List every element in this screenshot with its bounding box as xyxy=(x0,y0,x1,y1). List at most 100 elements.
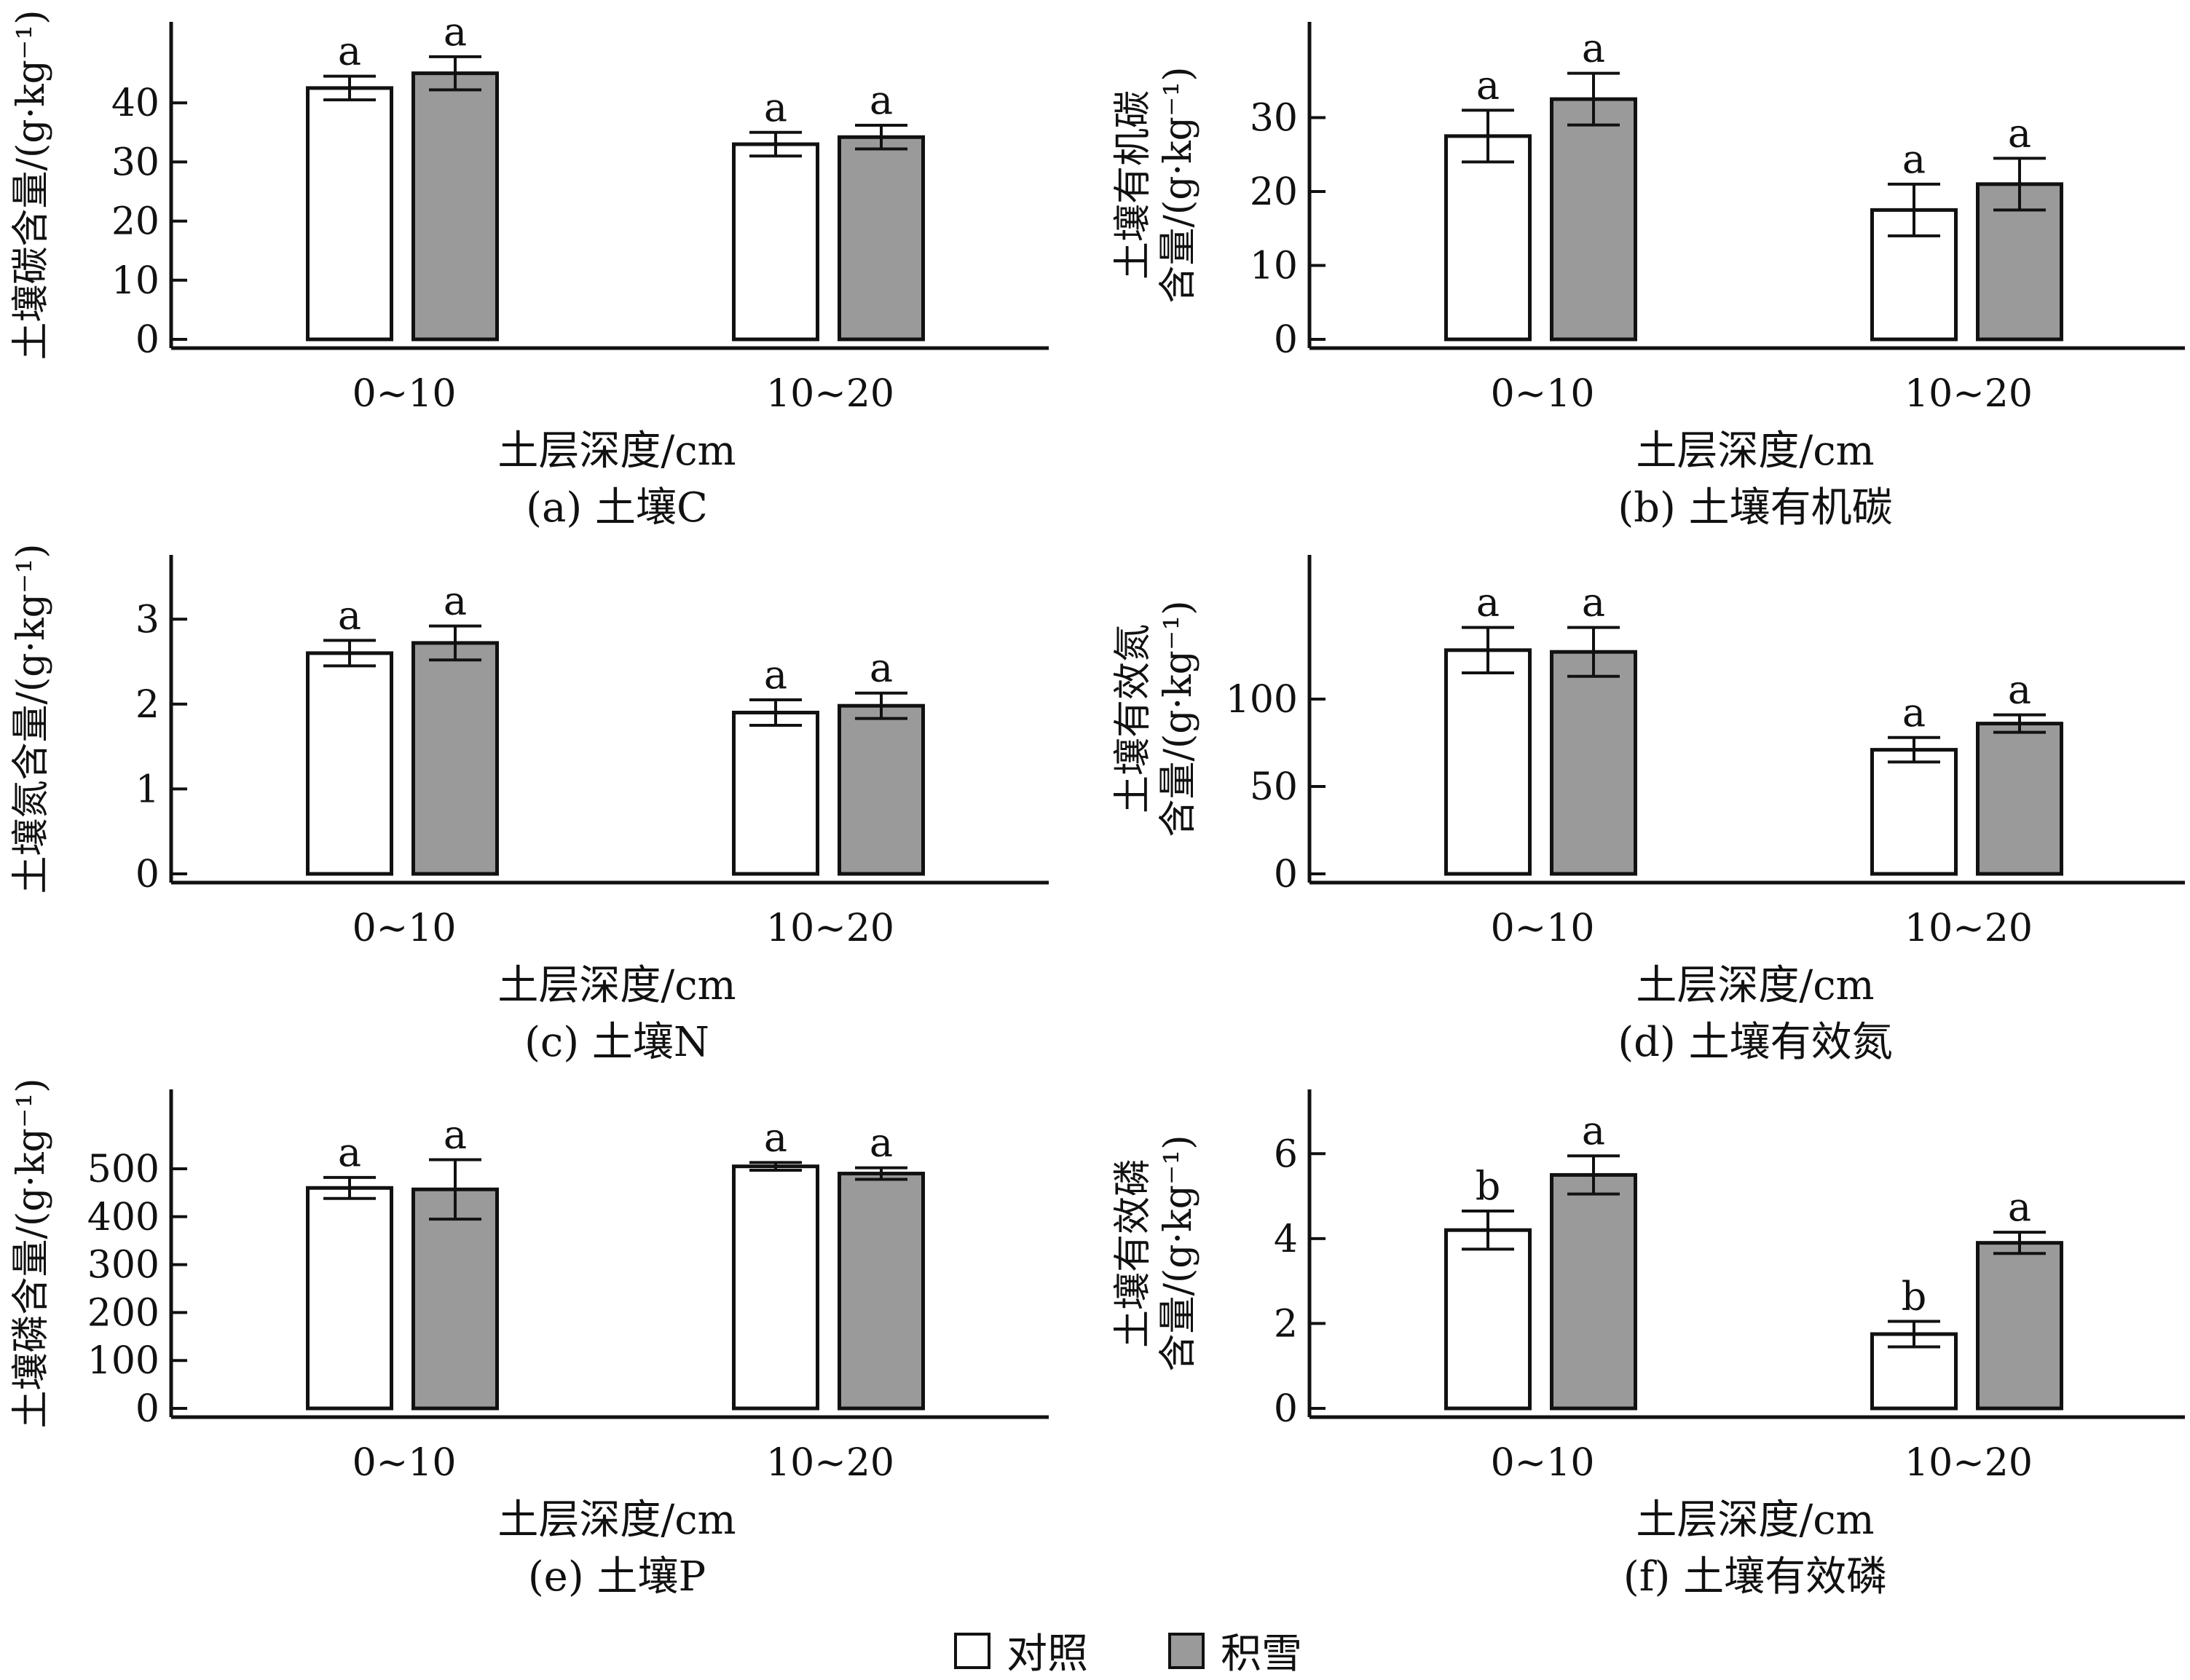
bar xyxy=(1444,1228,1532,1411)
y-axis-title: 土壤氮含量/(g·kg⁻¹) xyxy=(9,543,53,894)
panel-caption: (c) 土壤N xyxy=(524,1019,709,1066)
bar xyxy=(1976,1241,2063,1411)
x-axis-title: 土层深度/cm xyxy=(1636,1496,1874,1544)
significance-letter: a xyxy=(444,578,467,624)
bar xyxy=(306,651,393,876)
y-tick-label: 30 xyxy=(111,141,159,184)
y-tick-label: 4 xyxy=(1274,1218,1298,1261)
bar xyxy=(838,703,925,876)
y-tick-label: 20 xyxy=(111,200,159,244)
panel-caption: (e) 土壤P xyxy=(528,1553,706,1601)
legend-swatch-snow xyxy=(1168,1632,1205,1669)
chart-panel-a: 0 10 20 30 40 土壤碳含量/(g·kg⁻¹) 0~10 10~20 土层深度/cm (… xyxy=(9,9,1049,532)
significance-letter: a xyxy=(1582,580,1605,626)
y-axis-title: 土壤有效磷 xyxy=(1111,1159,1155,1348)
significance-letter: a xyxy=(444,1111,467,1157)
y-tick-label: 10 xyxy=(111,259,159,303)
bar xyxy=(411,1187,499,1411)
y-tick-label: 0 xyxy=(1274,318,1298,362)
significance-letter: a xyxy=(1476,580,1500,626)
bar xyxy=(732,142,819,342)
bar xyxy=(732,1164,819,1411)
y-tick-label: 40 xyxy=(111,82,159,125)
y-tick-label: 500 xyxy=(87,1148,159,1191)
y-tick-label: 1 xyxy=(135,768,159,811)
y-tick-label: 400 xyxy=(87,1196,159,1239)
bar xyxy=(1870,748,1958,876)
x-tick-label: 10~20 xyxy=(1905,1441,2033,1485)
legend-label-control: 对照 xyxy=(1007,1630,1088,1678)
y-tick-label: 30 xyxy=(1250,97,1298,141)
legend: 对照 积雪 xyxy=(954,1621,1382,1680)
bar xyxy=(306,86,393,342)
bar xyxy=(411,71,499,342)
y-tick-label: 50 xyxy=(1250,765,1298,809)
legend-label-snow: 积雪 xyxy=(1221,1630,1302,1678)
y-axis-title: 土壤有效氮 xyxy=(1111,624,1155,813)
panel-caption: (f) 土壤有效磷 xyxy=(1623,1553,1887,1601)
x-tick-label: 0~10 xyxy=(352,907,457,950)
y-tick-label: 10 xyxy=(1250,245,1298,288)
significance-letter: b xyxy=(1476,1163,1501,1209)
y-tick-label: 100 xyxy=(1226,678,1298,722)
x-axis-title: 土层深度/cm xyxy=(497,427,736,475)
x-tick-label: 0~10 xyxy=(1491,372,1595,416)
bar xyxy=(1550,1172,1637,1411)
chart-panel-f: 0 2 4 6 土壤有效磷 含量/(g·kg⁻¹) 0~10 10~20 土层深度/cm (f) … xyxy=(1111,1089,2185,1601)
y-tick-label: 0 xyxy=(135,318,159,362)
chart-panel-c: 0 1 2 3 土壤氮含量/(g·kg⁻¹) 0~10 10~20 土层深度/cm (c) 土壤… xyxy=(9,543,1049,1066)
bar xyxy=(1976,722,2063,876)
y-axis-title: 土壤有机碳 xyxy=(1111,90,1155,280)
x-tick-label: 10~20 xyxy=(766,372,894,416)
significance-letter: a xyxy=(870,1120,893,1166)
bar xyxy=(1550,97,1637,342)
panel-caption: (b) 土壤有机碳 xyxy=(1618,484,1892,532)
bar xyxy=(732,711,819,876)
x-tick-label: 0~10 xyxy=(1491,1441,1595,1485)
x-tick-label: 0~10 xyxy=(352,372,457,416)
significance-letter: a xyxy=(764,84,787,130)
y-tick-label: 0 xyxy=(1274,853,1298,896)
significance-letter: a xyxy=(764,1114,787,1160)
y-tick-label: 0 xyxy=(135,853,159,896)
bar xyxy=(306,1186,393,1411)
significance-letter: a xyxy=(2008,667,2031,713)
x-tick-label: 10~20 xyxy=(1905,907,2033,950)
y-tick-label: 200 xyxy=(87,1291,159,1335)
x-tick-label: 10~20 xyxy=(1905,372,2033,416)
y-tick-label: 2 xyxy=(135,683,159,727)
y-tick-label: 0 xyxy=(135,1387,159,1431)
significance-letter: a xyxy=(870,77,893,123)
y-axis-title: 土壤磷含量/(g·kg⁻¹) xyxy=(9,1078,53,1428)
significance-letter: a xyxy=(1582,1108,1605,1153)
x-tick-label: 0~10 xyxy=(352,1441,457,1485)
significance-letter: a xyxy=(1902,136,1926,182)
y-axis-title: 含量/(g·kg⁻¹) xyxy=(1157,66,1200,303)
significance-letter: a xyxy=(2008,1184,2031,1230)
bar xyxy=(838,1172,925,1411)
bar xyxy=(1550,650,1637,876)
x-axis-title: 土层深度/cm xyxy=(1636,962,1874,1009)
x-tick-label: 10~20 xyxy=(766,907,894,950)
bar xyxy=(411,641,499,876)
chart-panel-d: 0 50 100 土壤有效氮 含量/(g·kg⁻¹) 0~10 10~20 土层深度/cm (d… xyxy=(1111,555,2185,1066)
y-tick-label: 3 xyxy=(135,598,159,642)
y-tick-label: 300 xyxy=(87,1244,159,1287)
significance-letter: b xyxy=(1902,1274,1927,1320)
significance-letter: a xyxy=(1582,25,1605,71)
significance-letter: a xyxy=(2008,110,2031,156)
y-tick-label: 100 xyxy=(87,1339,159,1383)
significance-letter: a xyxy=(444,9,467,55)
panel-caption: (d) 土壤有效氮 xyxy=(1618,1019,1892,1066)
x-axis-title: 土层深度/cm xyxy=(497,962,736,1009)
bar xyxy=(1444,648,1532,876)
y-tick-label: 20 xyxy=(1250,170,1298,214)
x-tick-label: 0~10 xyxy=(1491,907,1595,950)
significance-letter: a xyxy=(1476,62,1500,108)
x-axis-title: 土层深度/cm xyxy=(1636,427,1874,475)
significance-letter: a xyxy=(764,652,787,698)
x-tick-label: 10~20 xyxy=(766,1441,894,1485)
significance-letter: a xyxy=(338,28,361,74)
